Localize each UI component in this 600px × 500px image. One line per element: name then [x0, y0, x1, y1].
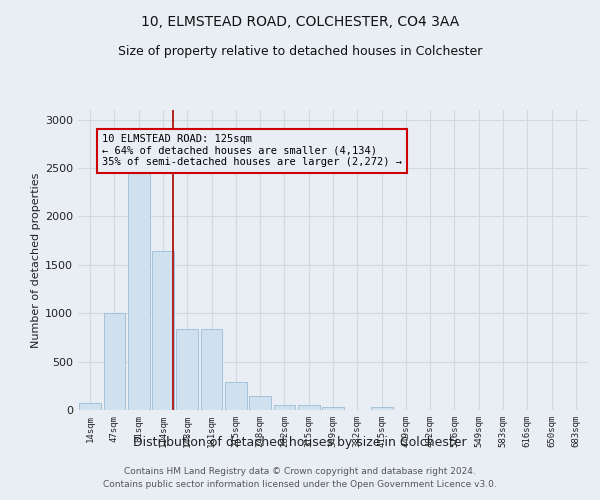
Bar — [200, 328, 223, 410]
Y-axis label: Number of detached properties: Number of detached properties — [31, 172, 41, 348]
Bar — [176, 328, 198, 410]
Bar — [152, 252, 174, 410]
Bar — [225, 382, 247, 410]
Text: 10 ELMSTEAD ROAD: 125sqm
← 64% of detached houses are smaller (4,134)
35% of sem: 10 ELMSTEAD ROAD: 125sqm ← 64% of detach… — [102, 134, 402, 168]
Bar — [322, 407, 344, 410]
Text: Contains HM Land Registry data © Crown copyright and database right 2024.: Contains HM Land Registry data © Crown c… — [124, 467, 476, 476]
Text: Contains public sector information licensed under the Open Government Licence v3: Contains public sector information licen… — [103, 480, 497, 489]
Bar — [128, 170, 149, 410]
Bar — [249, 396, 271, 410]
Text: Size of property relative to detached houses in Colchester: Size of property relative to detached ho… — [118, 45, 482, 58]
Text: Distribution of detached houses by size in Colchester: Distribution of detached houses by size … — [133, 436, 467, 449]
Bar — [274, 404, 295, 410]
Bar — [104, 313, 125, 410]
Bar — [79, 402, 101, 410]
Bar — [298, 404, 320, 410]
Text: 10, ELMSTEAD ROAD, COLCHESTER, CO4 3AA: 10, ELMSTEAD ROAD, COLCHESTER, CO4 3AA — [141, 15, 459, 29]
Bar — [371, 407, 392, 410]
